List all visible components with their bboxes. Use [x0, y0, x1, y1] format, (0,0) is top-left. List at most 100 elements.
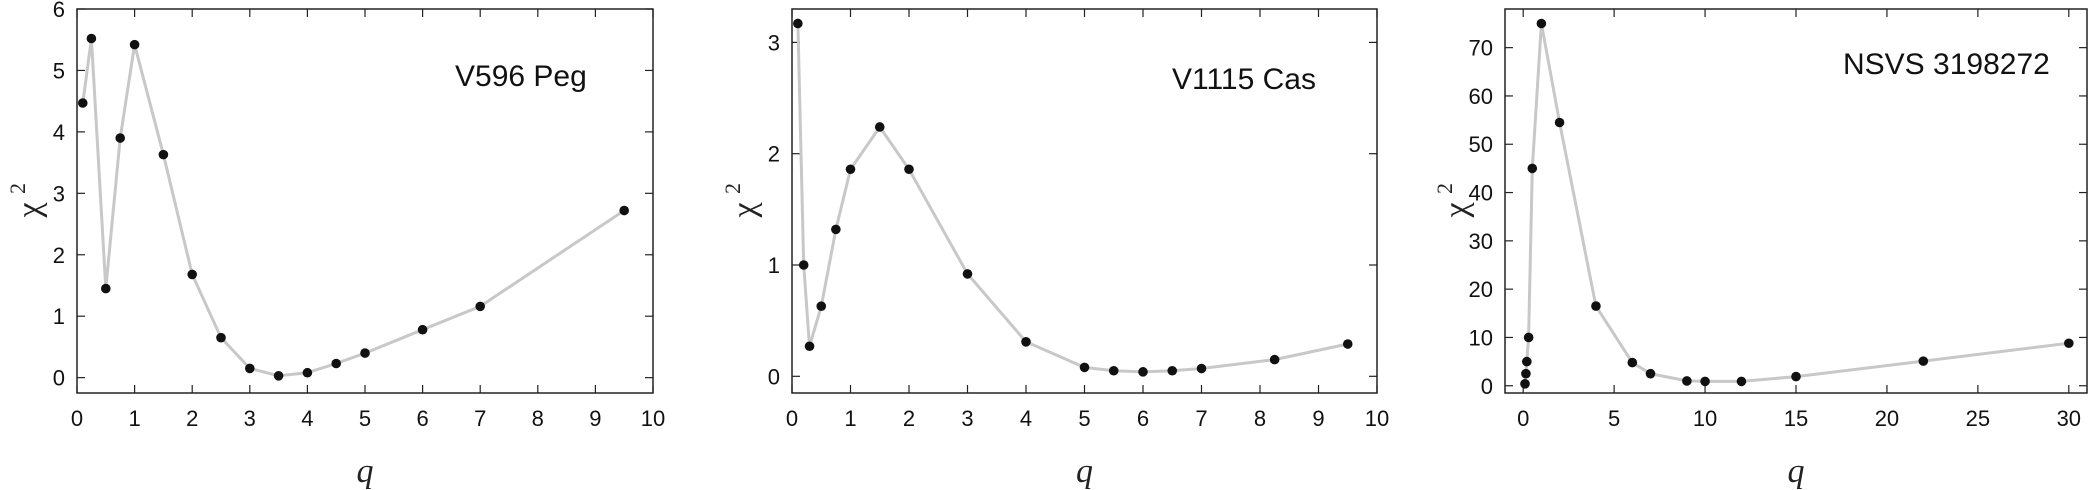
x-tick-label: 4 [301, 406, 313, 431]
x-tick-label: 7 [474, 406, 486, 431]
data-point [129, 39, 140, 50]
y-tick-label: 6 [53, 0, 65, 22]
y-tick-label: 4 [53, 120, 65, 145]
y-tick-label: 0 [53, 366, 65, 391]
x-tick-label: 20 [1875, 406, 1899, 431]
data-point [1536, 18, 1547, 29]
data-point [475, 301, 486, 312]
data-point [816, 301, 827, 311]
y-tick-label: 1 [768, 253, 780, 278]
chart-annotation: V596 Peg [455, 60, 587, 93]
data-point [1196, 363, 1207, 374]
data-point [874, 122, 885, 132]
data-point [273, 370, 284, 381]
data-point [831, 224, 841, 235]
y-axis-label-superscript: 2 [5, 183, 30, 194]
data-point [1918, 356, 1929, 366]
y-tick-label: 50 [1469, 132, 1493, 157]
data-point [1520, 379, 1530, 389]
x-tick-label: 9 [589, 406, 601, 431]
x-tick-label: 10 [1365, 406, 1389, 431]
data-point [1591, 301, 1601, 311]
data-point [331, 358, 342, 369]
x-tick-label: 25 [1966, 406, 1990, 431]
y-axis-label: χ2 [5, 183, 48, 219]
data-point [1523, 332, 1534, 343]
x-axis-label: q [1788, 453, 1805, 490]
data-point [187, 269, 197, 280]
x-tick-label: 1 [844, 406, 856, 431]
y-tick-label: 2 [768, 142, 780, 167]
y-axis-label-text: χ [11, 202, 48, 218]
y-tick-label: 5 [53, 58, 65, 83]
data-point [302, 367, 313, 378]
data-point [2064, 338, 2074, 349]
y-tick-label: 30 [1469, 229, 1493, 254]
x-tick-label: 5 [1078, 406, 1090, 431]
series-line [1523, 22, 2069, 384]
data-point [1791, 371, 1801, 382]
x-tick-label: 2 [903, 406, 915, 431]
data-point [1269, 354, 1280, 365]
x-tick-label: 3 [244, 406, 256, 431]
data-point [962, 269, 973, 279]
x-tick-label: 10 [641, 406, 665, 431]
data-point [1521, 368, 1531, 379]
x-tick-label: 8 [1254, 406, 1266, 431]
x-tick-label: 4 [1020, 406, 1032, 431]
y-axis-label: χ2 [720, 183, 763, 219]
data-point [158, 149, 169, 160]
data-point [101, 283, 111, 294]
y-tick-label: 20 [1469, 277, 1493, 302]
y-axis-label-text: χ [726, 202, 763, 218]
y-tick-label: 3 [53, 181, 65, 206]
series-line [81, 37, 626, 378]
x-tick-label: 3 [961, 406, 973, 431]
x-tick-label: 5 [359, 406, 371, 431]
data-point [77, 98, 88, 108]
y-tick-label: 40 [1469, 181, 1493, 206]
data-point [1700, 376, 1710, 387]
y-tick-label: 70 [1469, 36, 1493, 61]
data-point [1645, 368, 1656, 379]
y-axis-label: χ2 [1432, 183, 1475, 219]
y-tick-label: 0 [768, 364, 780, 389]
data-point [1342, 339, 1353, 349]
y-tick-label: 2 [53, 243, 65, 268]
x-tick-label: 6 [1137, 406, 1149, 431]
y-axis-label-superscript: 2 [720, 183, 745, 194]
y-tick-label: 1 [53, 304, 65, 329]
x-tick-label: 10 [1693, 406, 1717, 431]
data-point [1108, 365, 1119, 376]
x-tick-label: 30 [2057, 406, 2081, 431]
x-tick-label: 8 [532, 406, 544, 431]
data-point [1736, 376, 1747, 387]
data-point [1167, 365, 1178, 376]
data-point [1021, 337, 1031, 347]
x-tick-label: 0 [1517, 406, 1529, 431]
y-axis-label-text: χ [1438, 202, 1475, 218]
y-tick-label: 10 [1469, 325, 1493, 350]
chart-annotation: NSVS 3198272 [1843, 48, 2050, 81]
data-point [1682, 376, 1692, 386]
data-point [1079, 362, 1090, 373]
data-point [793, 18, 803, 29]
y-tick-label: 0 [1481, 374, 1493, 399]
x-tick-label: 2 [186, 406, 198, 431]
data-point [245, 363, 255, 374]
x-tick-label: 0 [71, 406, 83, 431]
data-point [798, 260, 809, 270]
x-tick-label: 0 [786, 406, 798, 431]
x-tick-label: 15 [1784, 406, 1808, 431]
x-axis-label: q [357, 453, 374, 490]
data-point [1627, 357, 1638, 368]
y-tick-label: 60 [1469, 84, 1493, 109]
chart-panel-3: 0 5 10 15 20 25 30 0 10 20 30 40 50 60 70 NSVS 3198272 q… [1432, 8, 2088, 490]
chart-annotation: V1115 Cas [1172, 63, 1316, 96]
data-point [360, 348, 370, 358]
data-point [115, 133, 125, 143]
y-tick-label: 3 [768, 30, 780, 55]
